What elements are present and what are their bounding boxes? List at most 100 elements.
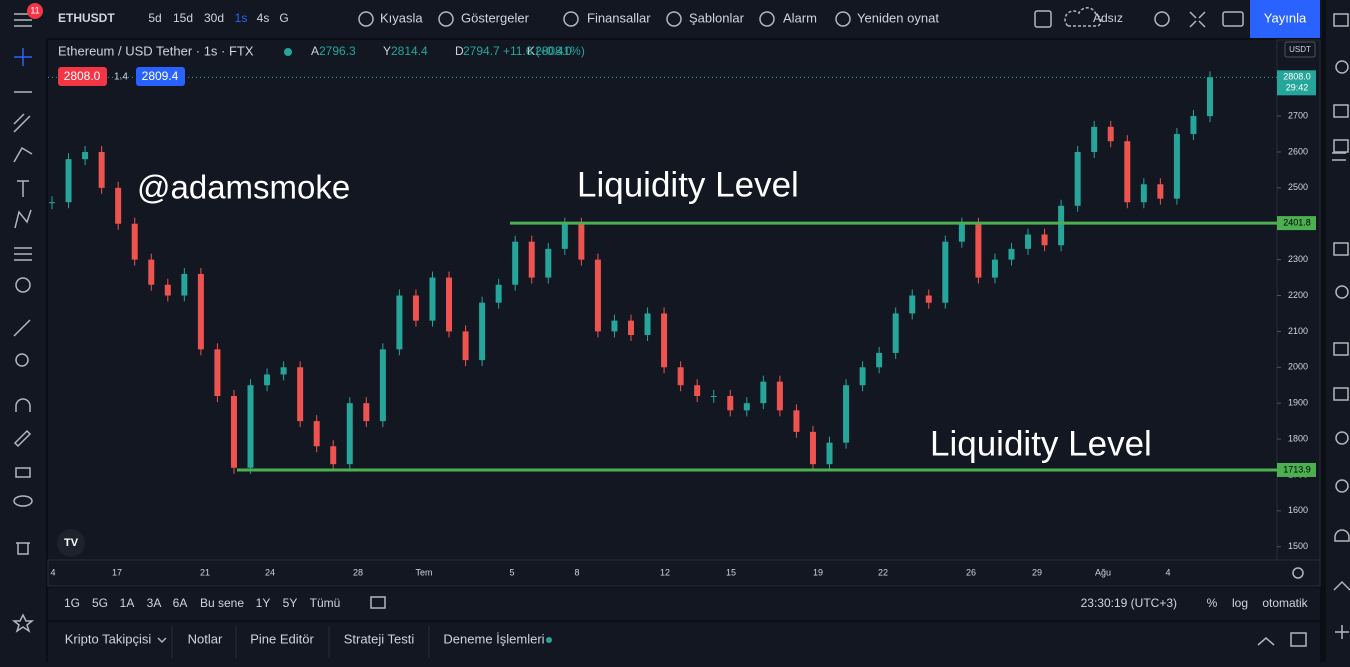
panel-tab[interactable]: Strateji Testi: [344, 631, 415, 646]
range-button[interactable]: 1A: [120, 596, 135, 610]
range-button[interactable]: 6A: [173, 596, 188, 610]
range-button[interactable]: 5G: [92, 596, 108, 610]
candle: [247, 385, 254, 468]
annotation: Liquidity Level: [577, 165, 799, 204]
y-tick-label: 1500: [1288, 541, 1308, 551]
toolbar-button[interactable]: Kıyasla: [380, 10, 423, 25]
y-tick-label: 2300: [1288, 254, 1308, 264]
toolbar-button[interactable]: Göstergeler: [461, 10, 530, 25]
toolbar-button[interactable]: Şablonlar: [689, 10, 745, 25]
y-tick-label: 1900: [1288, 398, 1308, 408]
interval[interactable]: 4s: [257, 11, 270, 25]
x-tick-label: 8: [574, 567, 579, 577]
buy-price[interactable]: 2809.4: [142, 69, 179, 83]
candle: [214, 349, 221, 396]
range-button[interactable]: 5Y: [283, 596, 298, 610]
candle: [611, 320, 618, 332]
candle: [1091, 126, 1098, 152]
panel-tab[interactable]: Pine Editör: [250, 631, 314, 646]
interval[interactable]: 5d: [148, 11, 161, 25]
candle: [148, 259, 155, 285]
candle: [843, 385, 850, 443]
candle: [412, 295, 419, 321]
candle: [826, 442, 833, 465]
candle: [164, 284, 171, 296]
button-icon[interactable]: [438, 11, 454, 27]
candle: [446, 277, 453, 332]
interval[interactable]: 1s: [235, 11, 248, 25]
toolbar-button[interactable]: Finansallar: [587, 10, 651, 25]
collapse-icon[interactable]: [1257, 637, 1275, 646]
x-tick-label: 22: [878, 567, 888, 577]
interval[interactable]: G: [279, 11, 288, 25]
date-range-icon[interactable]: [370, 596, 386, 609]
panel-tab[interactable]: Kripto Takipçisi: [65, 631, 152, 646]
publish-button[interactable]: [1250, 0, 1320, 38]
toolbar-button[interactable]: Alarm: [783, 10, 817, 25]
candle: [1140, 184, 1147, 203]
fullscreen-icon[interactable]: [1189, 11, 1206, 28]
range-button[interactable]: Bu sene: [200, 596, 244, 610]
interval[interactable]: 30d: [204, 11, 224, 25]
level-label-box: [1277, 216, 1316, 231]
settings-icon[interactable]: [1154, 11, 1170, 27]
panel-tab[interactable]: Deneme İşlemleri: [443, 631, 544, 646]
dropdown-icon[interactable]: [157, 637, 167, 644]
x-tick-label: Tem: [415, 567, 432, 577]
x-tick-label: 4: [1165, 567, 1170, 577]
scale-option[interactable]: otomatik: [1262, 596, 1308, 610]
ohlc-key: D: [455, 44, 464, 58]
range-button[interactable]: 1G: [64, 596, 80, 610]
candle: [694, 385, 701, 396]
screenshot-icon[interactable]: [1222, 11, 1244, 27]
scale-option[interactable]: log: [1232, 596, 1248, 610]
currency-box: [1284, 41, 1316, 58]
y-tick-label: 1800: [1288, 433, 1308, 443]
annotation: @adamsmoke: [137, 169, 350, 206]
ohlc-key: Y: [383, 44, 391, 58]
currency: USDT: [1289, 45, 1311, 54]
symbol[interactable]: ETHUSDT: [58, 11, 115, 25]
candle: [379, 349, 386, 422]
level-label: 1713.9: [1283, 464, 1311, 474]
buy-box[interactable]: [136, 67, 185, 86]
button-icon[interactable]: [358, 11, 374, 27]
y-tick-label: 2200: [1288, 290, 1308, 300]
candle: [561, 223, 568, 249]
candle: [661, 313, 668, 368]
level-label-box: [1277, 462, 1316, 477]
button-icon[interactable]: [759, 11, 775, 27]
x-tick-label: 24: [265, 567, 275, 577]
panel-tab[interactable]: Notlar: [188, 631, 223, 646]
candle: [297, 367, 304, 422]
candle: [1025, 234, 1032, 249]
button-icon[interactable]: [835, 11, 851, 27]
x-tick-label: 21: [200, 567, 210, 577]
publish-label[interactable]: Yayınla: [1264, 10, 1307, 25]
bottom-panel: [48, 622, 1320, 662]
candle: [1008, 248, 1015, 260]
interval[interactable]: 15d: [173, 11, 193, 25]
layout-name[interactable]: Adsız: [1093, 11, 1123, 25]
sidebar-icons[interactable]: [1332, 13, 1350, 639]
button-icon[interactable]: [563, 11, 579, 27]
candle: [1173, 134, 1180, 199]
button-icon[interactable]: [666, 11, 682, 27]
range-button[interactable]: Tümü: [310, 596, 341, 610]
candle: [313, 421, 320, 447]
drawing-tools[interactable]: [11, 48, 35, 633]
tv-logo[interactable]: [57, 529, 85, 557]
select-icon[interactable]: [1034, 10, 1052, 28]
axis-settings[interactable]: [1292, 567, 1304, 579]
sell-box[interactable]: [58, 67, 107, 86]
scale-option[interactable]: %: [1207, 596, 1218, 610]
sell-price[interactable]: 2808.0: [64, 69, 101, 83]
toolbar-button[interactable]: Yeniden oynat: [857, 10, 939, 25]
candle: [462, 331, 469, 361]
range-button[interactable]: 3A: [147, 596, 162, 610]
maximize-icon[interactable]: [1290, 632, 1307, 647]
candle: [346, 403, 353, 465]
candle: [545, 248, 552, 278]
range-button[interactable]: 1Y: [256, 596, 271, 610]
y-tick-label: 2000: [1288, 362, 1308, 372]
